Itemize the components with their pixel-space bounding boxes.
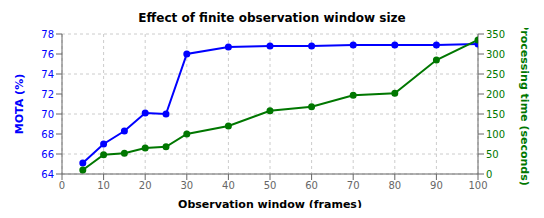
svg-text:20: 20 [139, 180, 152, 191]
svg-text:72: 72 [41, 89, 54, 100]
svg-text:80: 80 [388, 180, 401, 191]
svg-text:64: 64 [41, 169, 54, 180]
svg-text:350: 350 [486, 29, 505, 40]
svg-text:90: 90 [430, 180, 443, 191]
svg-text:70: 70 [41, 109, 54, 120]
svg-text:66: 66 [41, 149, 54, 160]
svg-text:40: 40 [222, 180, 235, 191]
svg-text:78: 78 [41, 29, 54, 40]
svg-text:68: 68 [41, 129, 54, 140]
svg-text:0: 0 [486, 169, 492, 180]
svg-text:10: 10 [97, 180, 110, 191]
svg-text:76: 76 [41, 49, 54, 60]
svg-text:60: 60 [305, 180, 318, 191]
svg-text:250: 250 [486, 69, 505, 80]
svg-text:0: 0 [59, 180, 65, 191]
html-text:Effect of finite observation w: Effect of finite observation window size [138, 11, 406, 25]
svg-text:Processing time (seconds): Processing time (seconds) [518, 28, 531, 186]
svg-text:MOTA (%): MOTA (%) [13, 74, 26, 134]
svg-text:30: 30 [180, 180, 193, 191]
svg-text:Observation window (frames): Observation window (frames) [178, 198, 362, 208]
svg-text:50: 50 [264, 180, 277, 191]
svg-text:50: 50 [486, 149, 499, 160]
svg-text:300: 300 [486, 49, 505, 60]
svg-text:100: 100 [486, 129, 505, 140]
svg-text:70: 70 [347, 180, 360, 191]
svg-text:100: 100 [468, 180, 487, 191]
svg-text:200: 200 [486, 89, 505, 100]
svg-text:150: 150 [486, 109, 505, 120]
svg-text:74: 74 [41, 69, 54, 80]
